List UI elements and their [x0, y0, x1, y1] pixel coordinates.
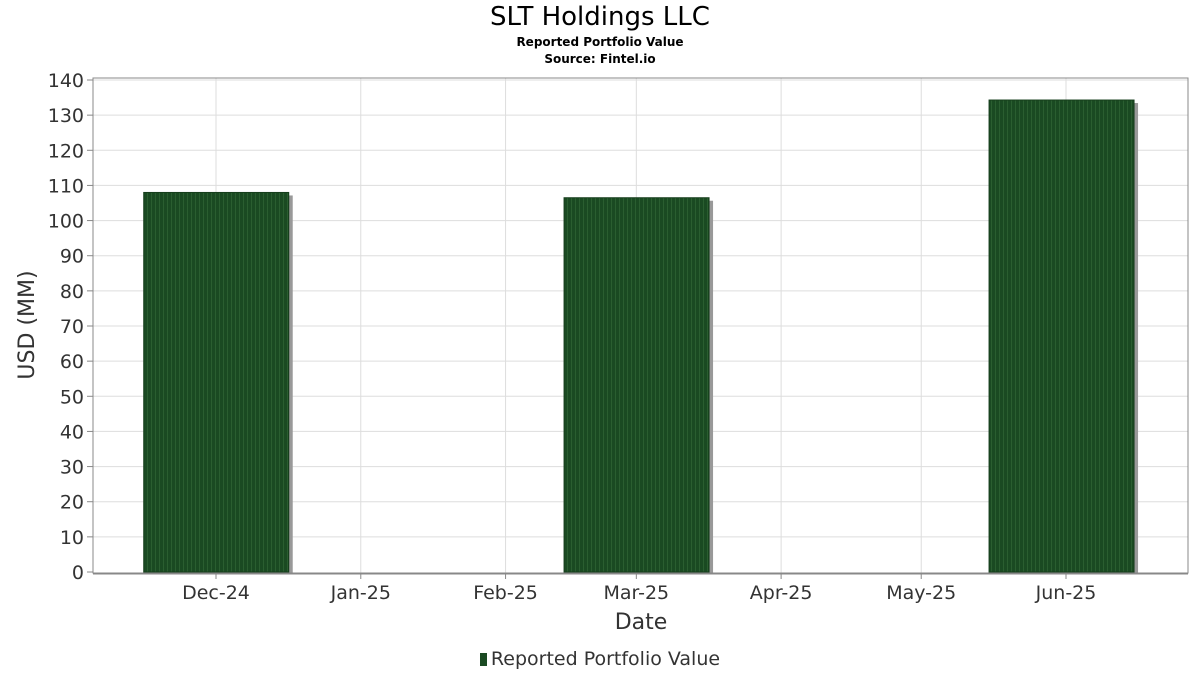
y-tick-label: 60 — [60, 351, 84, 373]
x-tick-label: Dec-24 — [182, 582, 250, 604]
x-tick-label: Jun-25 — [1035, 582, 1097, 604]
y-tick-label: 120 — [48, 140, 84, 162]
y-tick-label: 30 — [60, 457, 84, 479]
x-axis-ticks: Dec-24 Jan-25 Feb-25 Mar-25 Apr-25 May-25 Jun-… — [182, 573, 1096, 604]
bar — [143, 191, 290, 573]
y-tick-label: 50 — [60, 386, 84, 408]
y-tick-label: 20 — [60, 492, 84, 514]
x-tick-label: Mar-25 — [603, 582, 669, 604]
y-tick-label: 70 — [60, 316, 84, 338]
y-axis-ticks: 0 10 20 30 40 50 60 70 80 90 100 110 120 130 140 — [48, 70, 93, 584]
legend-swatch — [479, 653, 487, 666]
bar — [563, 197, 710, 573]
y-axis-label: USD (MM) — [15, 270, 40, 379]
chart-source: Source: Fintel.io — [544, 52, 656, 66]
plot-frame — [92, 77, 1189, 574]
x-tick-label: Feb-25 — [473, 582, 538, 604]
y-tick-label: 40 — [60, 421, 84, 443]
legend-label: Reported Portfolio Value — [490, 648, 721, 670]
y-tick-label: 80 — [60, 281, 84, 303]
y-tick-label: 0 — [72, 562, 84, 584]
y-tick-label: 130 — [48, 105, 84, 127]
y-tick-label: 90 — [60, 246, 84, 268]
chart-subtitle: Reported Portfolio Value — [516, 35, 684, 49]
x-tick-label: Jan-25 — [330, 582, 391, 604]
x-tick-label: May-25 — [886, 582, 956, 604]
y-tick-label: 100 — [48, 211, 84, 233]
x-tick-label: Apr-25 — [750, 582, 813, 604]
x-axis-label: Date — [615, 610, 668, 635]
bar — [988, 99, 1135, 573]
y-tick-label: 110 — [48, 175, 84, 197]
y-tick-label: 140 — [48, 70, 84, 92]
chart-title: SLT Holdings LLC — [490, 2, 710, 32]
legend: Reported Portfolio Value — [0, 648, 1200, 670]
bars — [143, 99, 1139, 573]
y-tick-label: 10 — [60, 527, 84, 549]
